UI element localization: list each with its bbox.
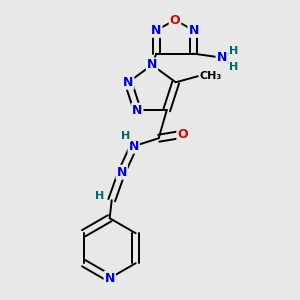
Text: N: N	[147, 58, 157, 71]
Text: N: N	[116, 166, 127, 179]
Text: H: H	[95, 191, 104, 201]
Text: N: N	[217, 51, 227, 64]
Text: O: O	[177, 128, 188, 141]
Text: N: N	[188, 24, 199, 37]
Text: N: N	[123, 76, 134, 89]
Text: H: H	[121, 131, 130, 141]
Text: O: O	[170, 14, 180, 26]
Text: N: N	[132, 104, 142, 117]
Text: CH₃: CH₃	[200, 71, 222, 81]
Text: N: N	[128, 140, 139, 153]
Text: N: N	[104, 272, 115, 285]
Text: H: H	[229, 46, 238, 56]
Text: H: H	[229, 62, 238, 72]
Text: N: N	[151, 24, 161, 37]
